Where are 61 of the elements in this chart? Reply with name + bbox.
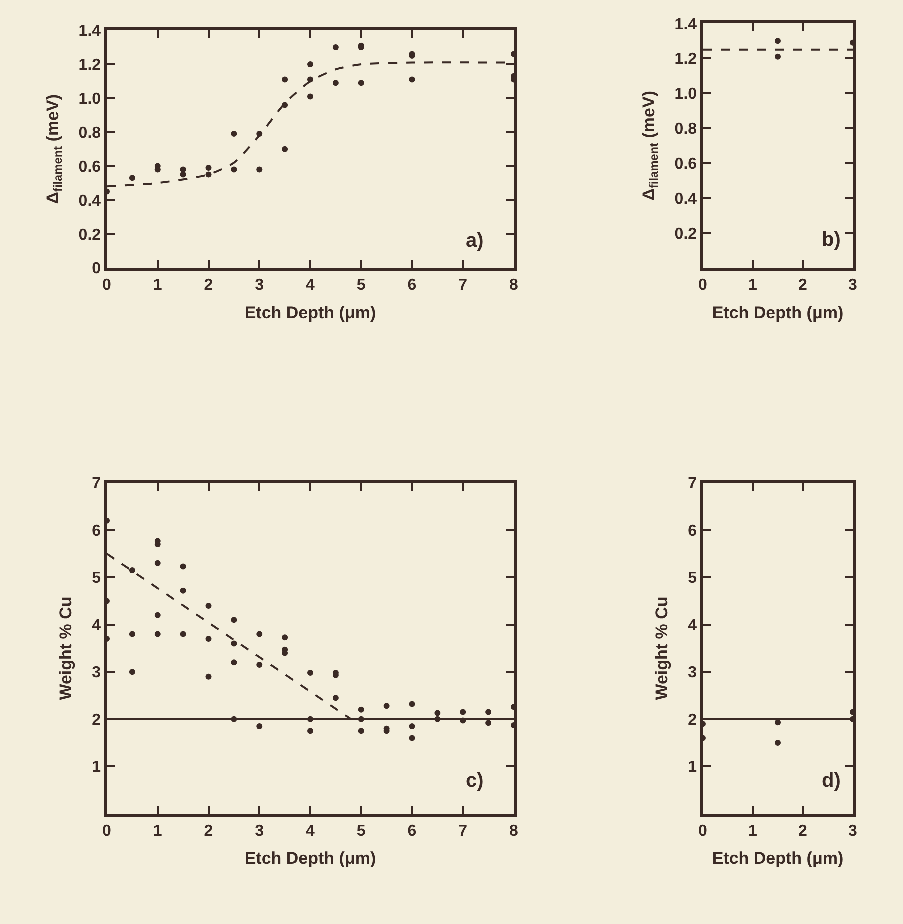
y-tick-label: 1.2 [78, 57, 102, 74]
x-tick-label: 7 [458, 822, 468, 840]
y-tick-label: 3 [688, 664, 698, 682]
y-tick-label: 6 [92, 522, 102, 540]
y-tick-label: 1.0 [78, 91, 102, 108]
x-tick-label: 2 [798, 277, 808, 294]
y-tick-label: 0.6 [78, 158, 102, 176]
y-tick-label: 1.2 [674, 51, 698, 68]
x-tick-label: 2 [204, 277, 214, 294]
y-tick-label: 6 [688, 522, 698, 540]
x-tick-label: 6 [408, 822, 417, 840]
y-tick-label: 1.4 [78, 23, 102, 40]
annotation: a) [466, 230, 484, 252]
x-tick-label: 8 [510, 822, 519, 840]
x-tick-label: 4 [306, 822, 316, 840]
x-tick-label: 8 [510, 277, 519, 294]
y-tick-label: 0.6 [674, 156, 698, 173]
y-tick-label: 0.2 [674, 226, 698, 243]
x-axis-title: Etch Depth (μm) [712, 303, 844, 322]
x-tick-label: 2 [204, 822, 214, 840]
y-tick-label: 0.8 [674, 121, 698, 138]
y-tick-label: 2 [688, 712, 698, 729]
x-tick-label: 1 [748, 277, 758, 294]
x-tick-label: 3 [848, 822, 858, 840]
x-axis-title: Etch Depth (μm) [712, 849, 844, 868]
x-tick-label: 1 [748, 822, 758, 840]
x-tick-label: 2 [798, 822, 808, 840]
y-tick-label: 4 [92, 617, 102, 634]
y-tick-label: 5 [92, 570, 102, 588]
y-tick-label: 7 [688, 476, 698, 493]
y-tick-label: 3 [92, 664, 102, 682]
x-axis-title: Etch Depth (μm) [244, 849, 376, 868]
x-tick-label: 3 [255, 277, 264, 294]
annotation: b) [822, 229, 841, 251]
y-tick-label: 0 [92, 260, 102, 278]
x-tick-label: 5 [356, 822, 366, 840]
x-tick-label: 3 [255, 822, 264, 840]
annotation: d) [822, 770, 841, 792]
y-tick-label: 5 [688, 570, 698, 588]
y-axis-title: Weight % Cu [56, 596, 76, 700]
y-tick-label: 4 [688, 617, 698, 634]
x-tick-label: 1 [153, 277, 162, 294]
y-tick-label: 0.4 [78, 192, 102, 210]
annotation: c) [466, 770, 484, 792]
x-tick-label: 7 [458, 277, 468, 294]
x-tick-label: 3 [848, 277, 858, 294]
x-axis-title: Etch Depth (μm) [244, 303, 376, 322]
y-tick-label: 0.8 [78, 124, 102, 142]
y-tick-label: 7 [92, 476, 102, 493]
x-tick-label: 4 [306, 277, 316, 294]
y-tick-label: 1.4 [674, 16, 698, 34]
y-tick-label: 2 [92, 712, 102, 729]
y-axis-title: Weight % Cu [652, 596, 672, 700]
y-tick-label: 0.4 [674, 190, 698, 208]
x-tick-label: 1 [153, 822, 162, 840]
x-tick-label: 6 [408, 277, 417, 294]
y-tick-label: 1 [688, 759, 698, 776]
y-tick-label: 0.2 [78, 226, 102, 244]
x-tick-label: 5 [356, 277, 366, 294]
y-tick-label: 1.0 [674, 86, 698, 104]
y-tick-label: 1 [92, 759, 102, 776]
